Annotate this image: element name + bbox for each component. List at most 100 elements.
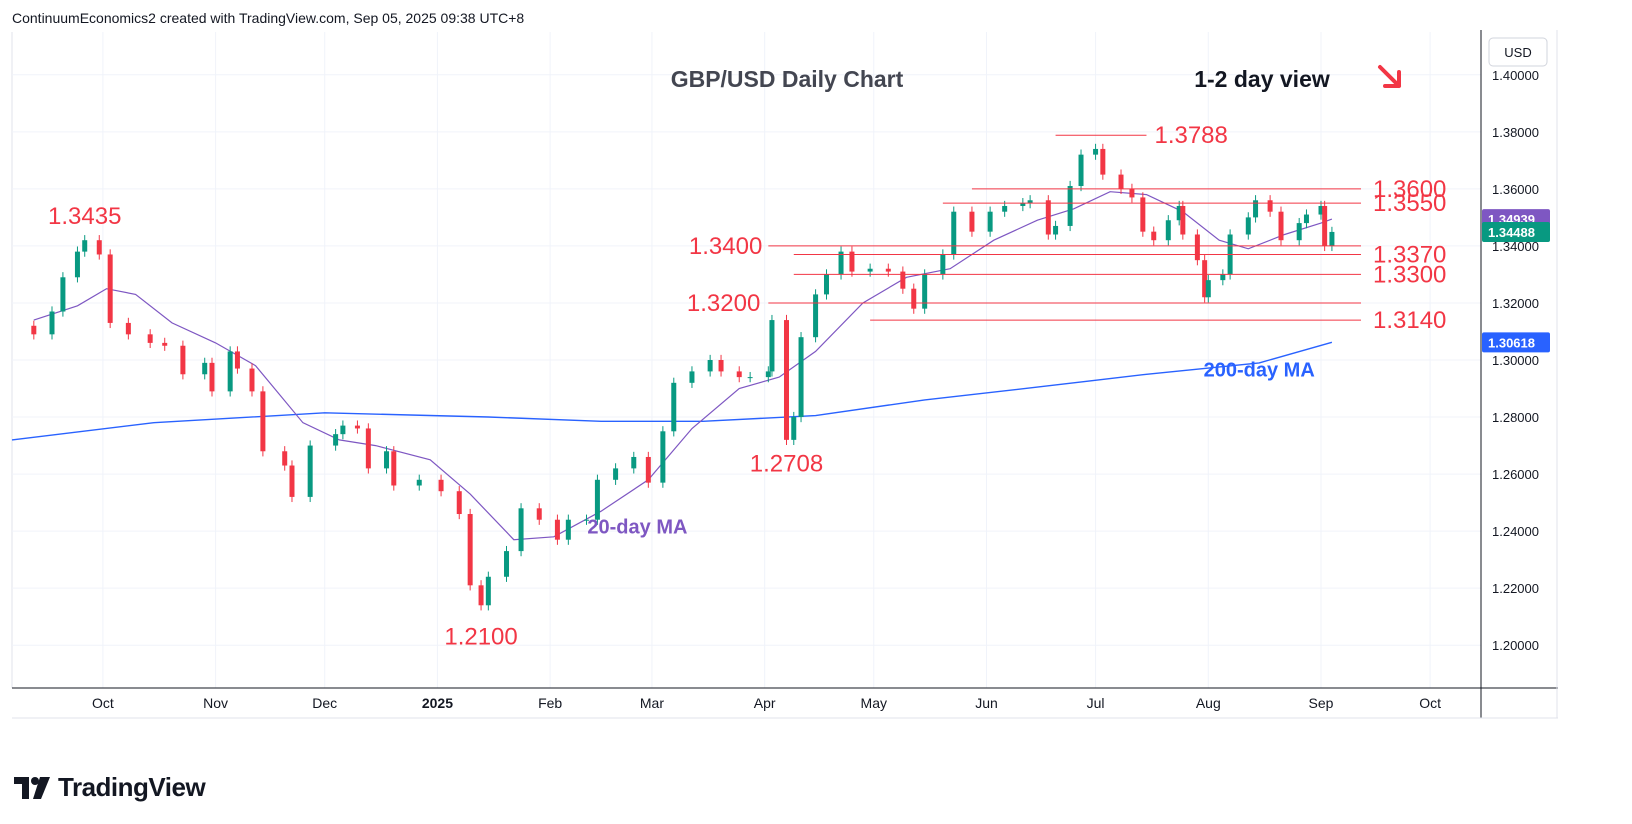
y-tick-label: 1.22000 [1492, 581, 1539, 596]
candle-body [60, 277, 66, 312]
candle-body [202, 362, 208, 375]
candle-body [1151, 231, 1157, 241]
candle-body [1194, 234, 1200, 261]
level-label: 1.3200 [687, 290, 760, 317]
candle-body [1002, 205, 1008, 212]
currency-label: USD [1504, 45, 1531, 60]
candle-body [1278, 211, 1284, 241]
candle-body [791, 417, 797, 440]
level-label: 1.3550 [1373, 190, 1446, 217]
currency-box [1488, 37, 1548, 67]
candle-body [660, 431, 666, 483]
candle-body [1053, 225, 1059, 235]
candle-body [565, 519, 571, 540]
candle-body [584, 519, 590, 521]
x-tick-label: Jul [1087, 695, 1105, 711]
candle-body [478, 585, 484, 606]
y-tick-label: 1.34000 [1492, 239, 1539, 254]
last-price-badge-box [1482, 221, 1550, 242]
candle-body [365, 428, 371, 469]
candle-body [911, 288, 917, 309]
candle-body [689, 371, 695, 383]
candle-body [209, 362, 215, 392]
candle-body [823, 274, 829, 295]
candle-body [107, 254, 113, 323]
level-label: 1.3370 [1373, 241, 1446, 268]
candle-body [1176, 205, 1182, 221]
x-tick-label: Oct [1419, 695, 1441, 711]
ma200-price-badge-text: 1.30618 [1488, 335, 1535, 350]
y-tick-label: 1.32000 [1492, 296, 1539, 311]
x-tick-label: Dec [312, 695, 337, 711]
candle-body [147, 334, 153, 343]
candle-body [1205, 280, 1211, 298]
candles-layer [31, 143, 1335, 611]
candle-body [49, 311, 55, 335]
candle-body [885, 268, 891, 272]
candle-body [1067, 186, 1073, 226]
tradingview-logo[interactable]: TradingView [14, 772, 206, 803]
candle-body [1140, 197, 1146, 232]
candle-body [1253, 200, 1259, 218]
candle-body [718, 360, 724, 372]
candle-body [391, 451, 397, 486]
candle-body [1093, 148, 1099, 155]
candle-body [354, 425, 360, 429]
annotation-label: 1.2708 [750, 450, 823, 477]
candle-body [798, 337, 804, 418]
down-right-arrow-icon [1378, 65, 1401, 88]
candle-body [518, 508, 524, 552]
x-tick-label: Feb [538, 695, 562, 711]
chart-grid [11, 32, 1481, 688]
candle-body [1245, 217, 1251, 235]
candle-body [554, 519, 560, 540]
candle-body [747, 377, 753, 379]
x-tick-label: Oct [92, 695, 114, 711]
candle-body [74, 251, 80, 278]
candle-body [769, 320, 775, 372]
candle-body [125, 322, 131, 335]
candle-body [536, 508, 542, 520]
candle-body [1296, 223, 1302, 241]
candle-body [969, 211, 975, 232]
candle-body [1027, 200, 1033, 204]
candle-body [416, 479, 422, 486]
level-label: 1.3140 [1373, 307, 1446, 334]
candle-body [1078, 154, 1084, 187]
candle-body [282, 451, 288, 466]
x-tick-label: Jun [975, 695, 998, 711]
annotation-label: 1.3435 [48, 203, 121, 230]
y-tick-label: 1.40000 [1492, 68, 1539, 83]
y-tick-label: 1.36000 [1492, 182, 1539, 197]
candle-body [1318, 205, 1324, 215]
x-tick-label: May [861, 695, 887, 711]
candle-body [1118, 174, 1124, 189]
x-tick-label: Aug [1196, 695, 1221, 711]
candle-body [613, 468, 619, 480]
candle-body [1020, 203, 1026, 206]
candle-body [1165, 220, 1171, 241]
candle-body [1220, 274, 1226, 281]
y-tick-label: 1.20000 [1492, 638, 1539, 653]
candle-body [849, 251, 855, 272]
candle-body [260, 391, 266, 452]
candle-body [987, 211, 993, 232]
candle-body [234, 351, 240, 369]
candle-body [333, 434, 339, 446]
candle-body [1322, 205, 1328, 246]
y-tick-label: 1.30000 [1492, 353, 1539, 368]
x-tick-label: Nov [203, 695, 228, 711]
candle-body [485, 576, 491, 606]
candle-body [1100, 148, 1106, 175]
tradingview-logo-icon [14, 776, 50, 799]
candle-body [456, 491, 462, 515]
candle-body [940, 254, 946, 275]
candle-body [180, 345, 186, 375]
x-tick-label: Apr [754, 695, 776, 711]
candle-body [1329, 231, 1335, 246]
candle-body [227, 351, 233, 392]
candle-body [1202, 260, 1208, 298]
candle-body [813, 294, 819, 338]
